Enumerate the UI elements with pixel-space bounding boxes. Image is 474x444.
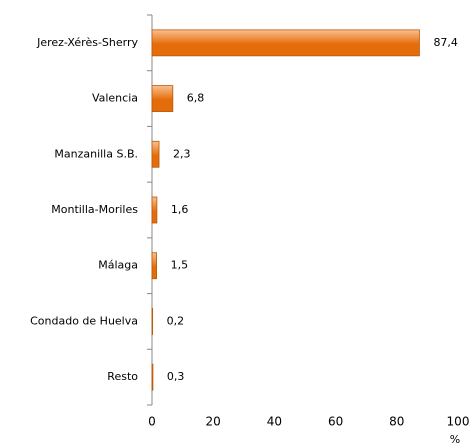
bar [151, 196, 158, 224]
data-label: 87,4 [433, 36, 458, 49]
y-tick-label: Jerez-Xérès-Sherry [36, 36, 138, 49]
data-label: 0,3 [167, 370, 185, 383]
bar [151, 363, 154, 391]
y-tick-label: Resto [107, 370, 138, 383]
data-label: 0,2 [167, 314, 185, 327]
data-label: 1,6 [171, 203, 189, 216]
data-label: 1,5 [171, 259, 189, 272]
x-tick-label: 100 [447, 415, 470, 429]
x-tick-label: 20 [206, 415, 221, 429]
y-tick-label: Valencia [92, 92, 138, 105]
x-tick-label: 80 [389, 415, 404, 429]
bar [151, 308, 154, 335]
x-tick-label: 60 [328, 415, 343, 429]
bar [151, 85, 174, 112]
y-tick-label: Manzanilla S.B. [54, 147, 138, 160]
y-tick-label: Montilla-Moriles [51, 203, 138, 216]
y-tick-label: Condado de Huelva [30, 314, 138, 327]
x-tick-label: 40 [267, 415, 282, 429]
data-label: 6,8 [187, 92, 205, 105]
data-label: 2,3 [173, 147, 191, 160]
bar [151, 140, 160, 168]
bar [151, 252, 157, 280]
x-axis-label: % [450, 433, 460, 444]
y-tick-label: Málaga [98, 259, 138, 272]
x-tick-label: 0 [148, 415, 156, 429]
bar [151, 29, 420, 57]
